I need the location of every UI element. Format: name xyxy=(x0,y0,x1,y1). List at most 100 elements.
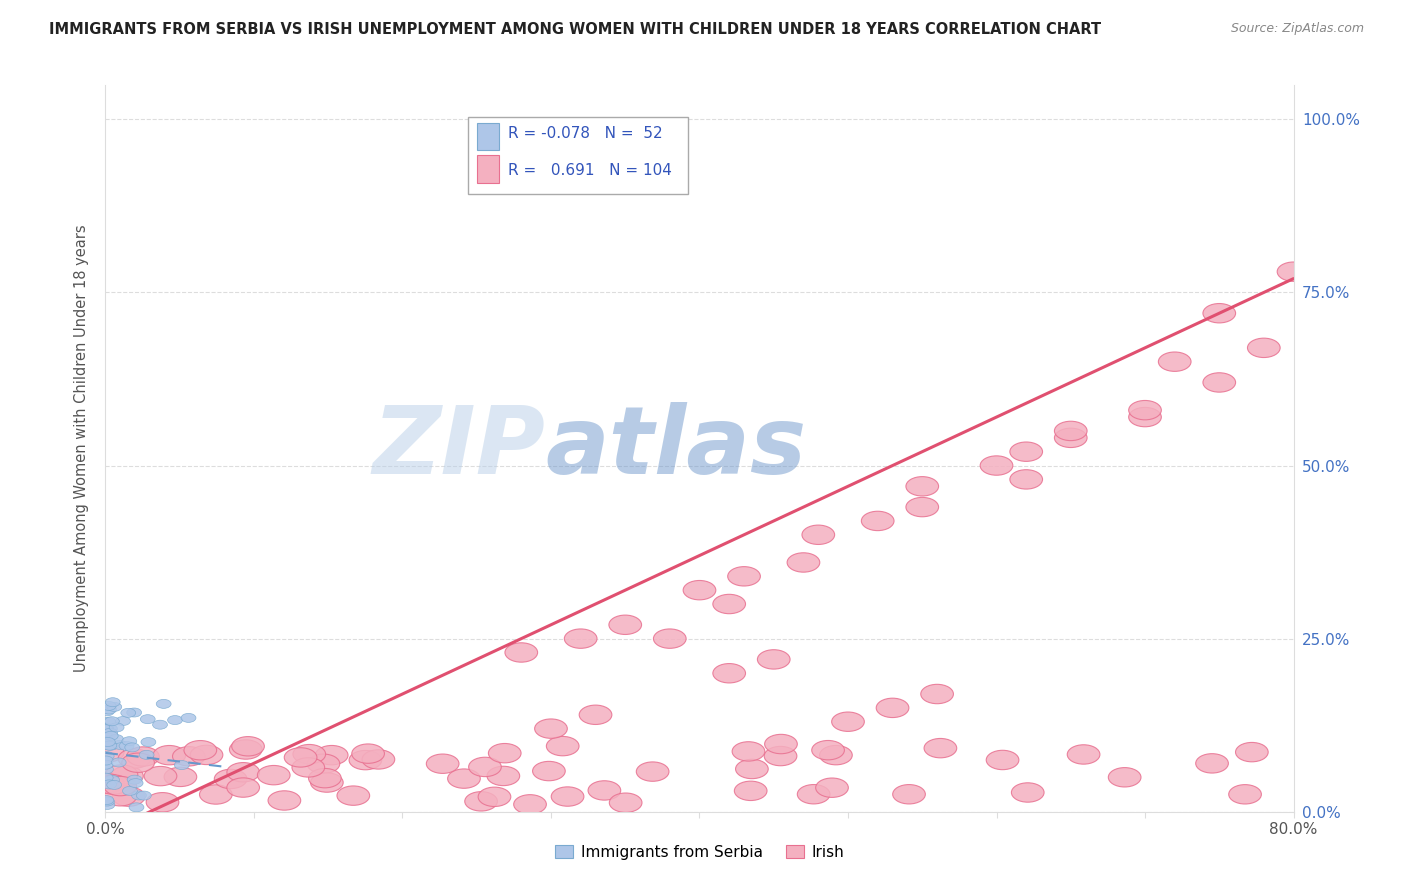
Ellipse shape xyxy=(820,746,852,764)
Ellipse shape xyxy=(1054,428,1087,448)
Ellipse shape xyxy=(1204,373,1236,392)
Ellipse shape xyxy=(122,753,155,772)
Ellipse shape xyxy=(132,791,146,800)
Ellipse shape xyxy=(765,747,797,765)
Ellipse shape xyxy=(337,786,370,805)
Ellipse shape xyxy=(609,615,641,634)
Ellipse shape xyxy=(505,643,537,662)
Text: IMMIGRANTS FROM SERBIA VS IRISH UNEMPLOYMENT AMONG WOMEN WITH CHILDREN UNDER 18 : IMMIGRANTS FROM SERBIA VS IRISH UNEMPLOY… xyxy=(49,22,1101,37)
Ellipse shape xyxy=(100,752,114,761)
Ellipse shape xyxy=(1011,783,1045,802)
Ellipse shape xyxy=(292,757,325,777)
Ellipse shape xyxy=(986,750,1019,770)
Ellipse shape xyxy=(127,775,142,784)
Ellipse shape xyxy=(100,738,115,747)
Ellipse shape xyxy=(292,745,326,764)
Ellipse shape xyxy=(184,740,217,760)
Ellipse shape xyxy=(156,699,172,708)
Ellipse shape xyxy=(101,741,117,750)
Ellipse shape xyxy=(811,740,845,760)
Ellipse shape xyxy=(141,714,155,723)
Ellipse shape xyxy=(98,724,114,733)
Ellipse shape xyxy=(101,701,117,710)
FancyBboxPatch shape xyxy=(477,122,499,150)
Ellipse shape xyxy=(488,743,522,763)
Ellipse shape xyxy=(609,793,643,813)
Ellipse shape xyxy=(98,760,112,769)
Ellipse shape xyxy=(734,781,768,800)
Ellipse shape xyxy=(136,791,152,800)
Ellipse shape xyxy=(579,705,612,724)
Ellipse shape xyxy=(533,762,565,780)
Ellipse shape xyxy=(103,729,118,738)
Ellipse shape xyxy=(139,750,155,759)
Text: R = -0.078   N =  52: R = -0.078 N = 52 xyxy=(508,126,662,141)
Ellipse shape xyxy=(815,778,848,797)
Ellipse shape xyxy=(165,767,197,787)
Ellipse shape xyxy=(551,787,583,806)
Ellipse shape xyxy=(801,525,835,544)
Ellipse shape xyxy=(107,780,122,789)
Ellipse shape xyxy=(104,776,136,796)
Ellipse shape xyxy=(758,649,790,669)
Ellipse shape xyxy=(105,698,120,706)
Ellipse shape xyxy=(1054,421,1087,441)
Ellipse shape xyxy=(232,737,264,756)
Ellipse shape xyxy=(257,765,290,785)
Ellipse shape xyxy=(1195,754,1229,773)
Ellipse shape xyxy=(129,803,143,812)
Ellipse shape xyxy=(1236,742,1268,762)
Ellipse shape xyxy=(101,705,117,714)
Ellipse shape xyxy=(478,787,510,806)
Ellipse shape xyxy=(120,741,134,750)
Ellipse shape xyxy=(98,773,112,782)
Ellipse shape xyxy=(765,734,797,754)
Ellipse shape xyxy=(112,787,145,806)
Ellipse shape xyxy=(426,754,458,773)
Ellipse shape xyxy=(637,762,669,781)
Ellipse shape xyxy=(110,723,124,732)
Ellipse shape xyxy=(547,737,579,756)
Ellipse shape xyxy=(122,787,138,796)
Ellipse shape xyxy=(153,720,167,730)
Ellipse shape xyxy=(98,756,114,765)
Text: Source: ZipAtlas.com: Source: ZipAtlas.com xyxy=(1230,22,1364,36)
Ellipse shape xyxy=(713,664,745,683)
Ellipse shape xyxy=(307,754,340,773)
Ellipse shape xyxy=(1010,442,1042,461)
Ellipse shape xyxy=(513,795,547,814)
Ellipse shape xyxy=(145,766,177,786)
Ellipse shape xyxy=(1277,262,1310,281)
Ellipse shape xyxy=(924,739,956,758)
Ellipse shape xyxy=(100,800,115,809)
Ellipse shape xyxy=(1067,745,1099,764)
Ellipse shape xyxy=(226,763,260,782)
Ellipse shape xyxy=(1337,103,1369,122)
Text: R =   0.691   N = 104: R = 0.691 N = 104 xyxy=(508,163,672,178)
Ellipse shape xyxy=(91,773,124,793)
Ellipse shape xyxy=(174,761,190,770)
Ellipse shape xyxy=(683,581,716,599)
Ellipse shape xyxy=(1129,401,1161,420)
Ellipse shape xyxy=(787,553,820,572)
Ellipse shape xyxy=(468,757,502,777)
Ellipse shape xyxy=(103,776,135,796)
Ellipse shape xyxy=(122,737,136,746)
Ellipse shape xyxy=(104,775,120,784)
Ellipse shape xyxy=(167,715,183,724)
Ellipse shape xyxy=(363,750,395,769)
FancyBboxPatch shape xyxy=(477,155,499,183)
Ellipse shape xyxy=(229,739,262,759)
Ellipse shape xyxy=(127,708,142,717)
Ellipse shape xyxy=(352,744,384,764)
Ellipse shape xyxy=(104,731,118,740)
Y-axis label: Unemployment Among Women with Children Under 18 years: Unemployment Among Women with Children U… xyxy=(75,225,90,672)
Ellipse shape xyxy=(100,797,114,806)
Ellipse shape xyxy=(980,456,1012,475)
Ellipse shape xyxy=(115,716,131,725)
Ellipse shape xyxy=(269,791,301,810)
Ellipse shape xyxy=(1204,303,1236,323)
Ellipse shape xyxy=(1108,768,1142,787)
Ellipse shape xyxy=(121,708,135,717)
Ellipse shape xyxy=(735,759,768,779)
